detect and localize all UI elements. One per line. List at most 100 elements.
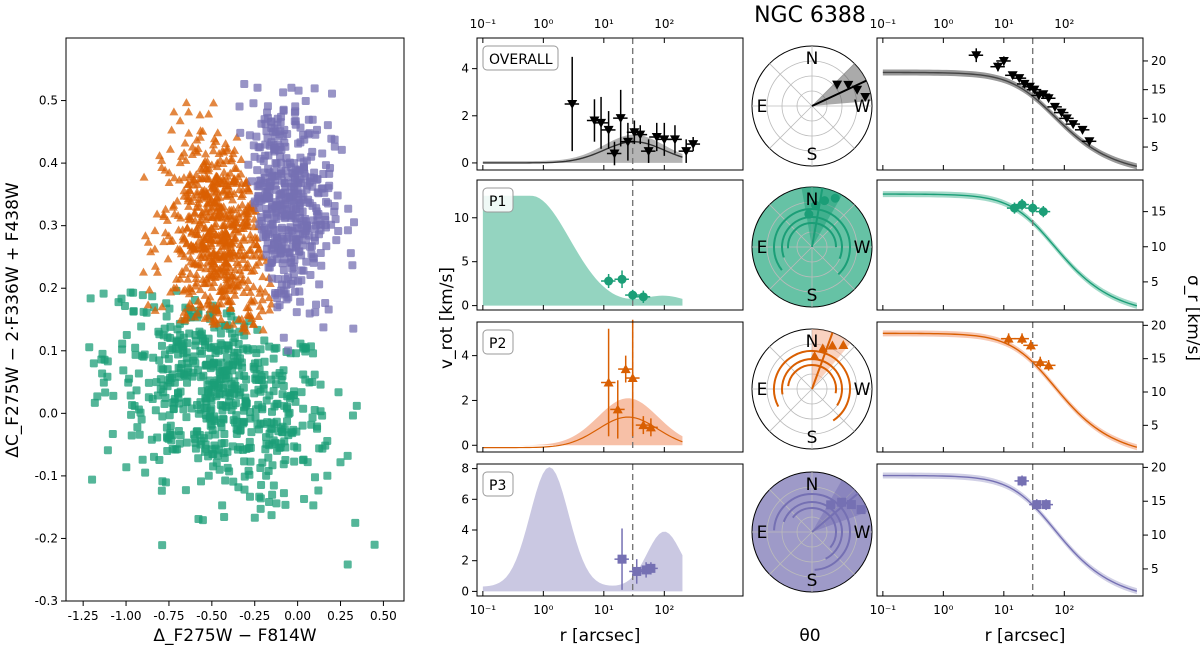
point-p1 xyxy=(126,288,135,297)
point-p3 xyxy=(337,145,346,154)
point-p1 xyxy=(137,415,146,424)
polar-grid-spoke xyxy=(769,105,813,149)
point-p3 xyxy=(330,202,339,211)
point-p2 xyxy=(205,228,215,237)
point-p2 xyxy=(248,251,258,260)
data-point xyxy=(659,135,670,145)
panel-label: OVERALL xyxy=(489,52,553,68)
point-p3 xyxy=(250,199,259,208)
point-p2 xyxy=(196,220,206,229)
data-point xyxy=(1056,108,1067,118)
sigma-panel-p1: 5 10 15 xyxy=(876,179,1166,311)
point-p1 xyxy=(239,419,248,428)
point-p1 xyxy=(318,411,327,420)
point-p2 xyxy=(172,274,182,283)
point-p2 xyxy=(169,200,179,209)
point-p2 xyxy=(172,196,182,205)
point-p2 xyxy=(201,164,211,173)
point-p1 xyxy=(310,473,319,482)
data-point xyxy=(1061,114,1072,124)
point-p1 xyxy=(176,387,185,396)
ytick-label: 15 xyxy=(1151,352,1166,366)
point-p2 xyxy=(164,231,174,240)
point-p2 xyxy=(198,126,208,135)
point-p1 xyxy=(221,366,230,375)
point-p2 xyxy=(194,202,204,211)
point-p3 xyxy=(253,182,262,191)
ytick-label: 15 xyxy=(1151,205,1166,219)
point-p3 xyxy=(278,132,287,141)
point-p3 xyxy=(346,249,355,258)
point-p1 xyxy=(220,512,229,521)
point-p3 xyxy=(276,118,285,127)
cmap-frame xyxy=(65,37,405,602)
point-p2 xyxy=(245,245,255,254)
point-p1 xyxy=(240,485,249,494)
panel-label-box: P3 xyxy=(482,471,514,497)
ytick-label: 4 xyxy=(461,523,469,537)
point-p2 xyxy=(152,267,162,276)
point-p2 xyxy=(248,282,258,291)
xtick-label-bottom: 10¹ xyxy=(594,603,614,617)
point-p2 xyxy=(239,287,249,296)
panel-label-frame xyxy=(482,187,514,213)
ytick-label: 4 xyxy=(461,62,469,76)
point-p1 xyxy=(278,428,287,437)
point-p2 xyxy=(174,225,184,234)
vrot-panels: 0 2 4 OVERALL 0 5 10 P1 0 2 4 P2 0 2 4 6 8 P3 10⁻¹ 10⁻¹ 10⁰ 1… xyxy=(454,17,744,617)
point-p2 xyxy=(236,223,246,232)
data-point xyxy=(669,135,680,145)
point-p1 xyxy=(215,390,224,399)
point-p3 xyxy=(305,309,314,318)
point-p1 xyxy=(321,441,330,450)
point-p3 xyxy=(348,261,357,270)
point-p1 xyxy=(216,418,225,427)
point-p1 xyxy=(268,461,277,470)
point-p1 xyxy=(153,391,162,400)
point-p1 xyxy=(162,423,171,432)
point-p2 xyxy=(207,271,217,280)
point-p2 xyxy=(180,138,190,147)
point-p3 xyxy=(253,166,262,175)
theta0-point xyxy=(809,351,820,361)
point-p3 xyxy=(280,138,289,147)
panel-label-box: P1 xyxy=(482,187,514,213)
polar-grid-spoke xyxy=(769,63,813,107)
vrot-ylabel: v_rot [km/s] xyxy=(437,267,457,369)
polar-grid-spoke xyxy=(769,388,813,432)
polar-panel-p1: N E W S xyxy=(751,186,873,308)
point-p3 xyxy=(343,226,352,235)
point-p2 xyxy=(241,326,251,335)
point-p2 xyxy=(140,231,150,240)
point-p3 xyxy=(278,259,287,268)
data-point xyxy=(1035,357,1046,366)
data-point xyxy=(1084,137,1095,147)
point-p1 xyxy=(125,374,134,383)
point-p1 xyxy=(267,407,276,416)
point-p1 xyxy=(122,330,131,339)
point-p2 xyxy=(208,140,218,149)
point-p2 xyxy=(242,212,252,221)
point-p1 xyxy=(256,494,265,503)
point-p1 xyxy=(221,390,230,399)
point-p2 xyxy=(219,235,229,244)
point-p2 xyxy=(217,146,227,155)
point-p2 xyxy=(195,110,205,119)
point-p2 xyxy=(233,209,243,218)
point-p1 xyxy=(267,511,276,520)
point-p2 xyxy=(192,269,202,278)
cmap-xlabel: Δ_F275W − F814W xyxy=(153,626,316,646)
point-p2 xyxy=(212,213,222,222)
point-p2 xyxy=(231,163,241,172)
point-p3 xyxy=(268,201,277,210)
point-p2 xyxy=(202,190,212,199)
point-p1 xyxy=(281,500,290,509)
point-p1 xyxy=(351,518,360,527)
point-p2 xyxy=(215,192,225,201)
point-p1 xyxy=(149,452,158,461)
panel-label-box: P2 xyxy=(482,329,514,355)
data-point xyxy=(688,140,699,150)
point-p2 xyxy=(216,315,226,324)
point-p2 xyxy=(191,281,201,290)
data-point xyxy=(603,125,614,135)
